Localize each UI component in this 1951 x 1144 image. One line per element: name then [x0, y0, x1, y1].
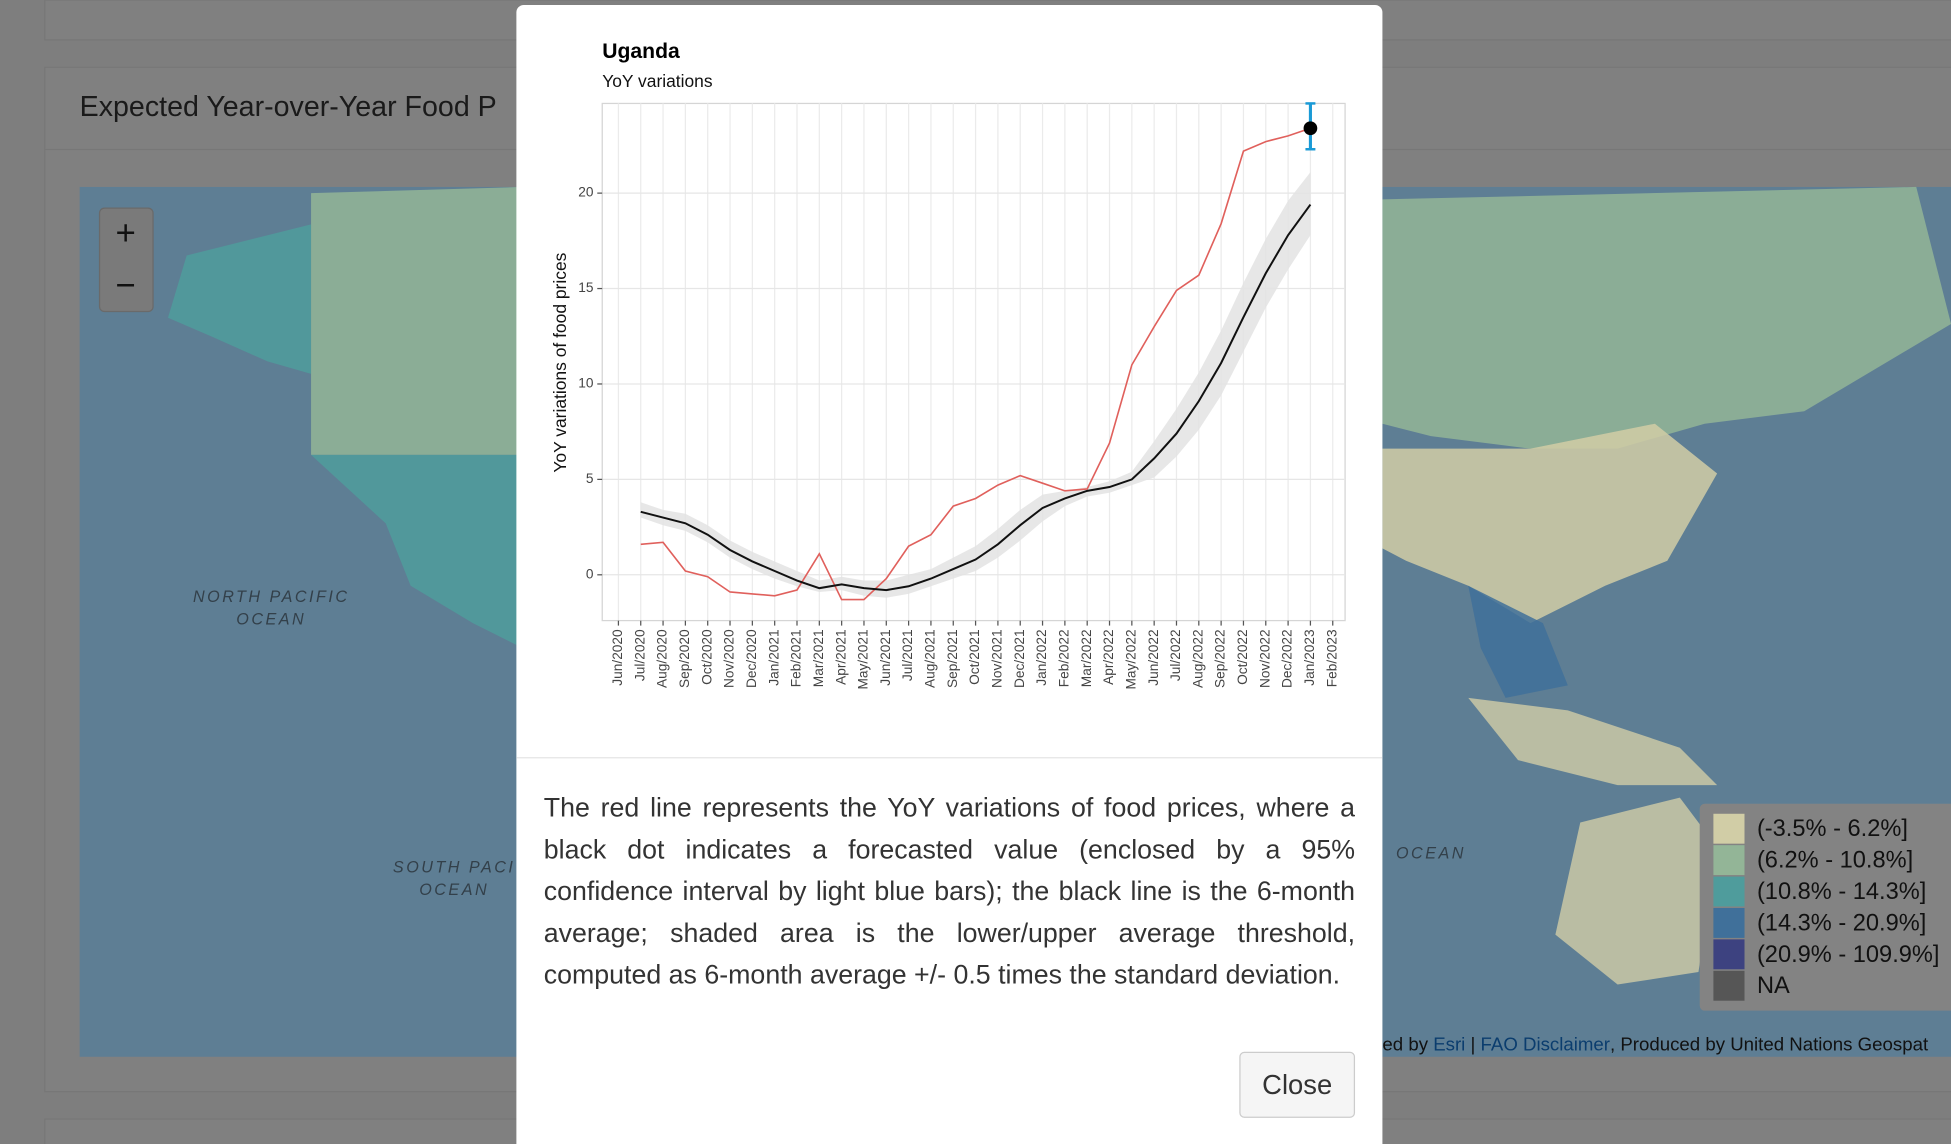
series-line — [640, 203, 1312, 592]
x-tick-label: Oct/2020 — [699, 629, 714, 685]
x-tick-label: Jun/2020 — [610, 629, 625, 686]
y-tick-label: 20 — [578, 185, 594, 200]
y-tick-label: 10 — [578, 376, 594, 391]
legend-label: (20.9% - 109.9%] — [1757, 942, 1940, 968]
legend-swatch — [1713, 970, 1745, 1001]
x-tick-label: Oct/2021 — [967, 629, 982, 685]
y-tick-label: 0 — [586, 566, 594, 581]
x-tick-label: Mar/2022 — [1079, 629, 1094, 687]
x-tick-label: Feb/2022 — [1056, 629, 1071, 687]
modal-description: The red line represents the YoY variatio… — [543, 792, 1356, 990]
x-tick-label: Aug/2020 — [655, 629, 670, 688]
map-label: OCEAN — [419, 881, 489, 899]
x-tick-label: Dec/2020 — [744, 629, 759, 688]
legend-swatch — [1713, 939, 1745, 970]
land — [1555, 797, 1718, 985]
map-legend — [1699, 803, 1951, 1011]
legend-label: (14.3% - 20.9%] — [1757, 910, 1926, 936]
x-tick-label: Sep/2022 — [1213, 629, 1228, 688]
land — [1382, 423, 1718, 624]
attribution-text: | — [1465, 1034, 1480, 1055]
x-tick-label: Aug/2022 — [1190, 629, 1205, 688]
y-axis-label: YoY variations of food prices — [550, 252, 570, 472]
x-tick-label: Mar/2021 — [811, 629, 826, 687]
attribution-text: , Produced by United Nations Geospat — [1610, 1034, 1929, 1055]
x-tick-label: Jan/2021 — [766, 629, 781, 685]
x-tick-label: Jul/2022 — [1168, 629, 1183, 681]
attribution-text: ed by — [1382, 1034, 1433, 1055]
map-label: SOUTH PACI — [393, 858, 515, 876]
y-tick-label: 15 — [578, 280, 594, 295]
chart-subtitle: YoY variations — [602, 71, 713, 91]
land — [311, 186, 523, 455]
x-tick-label: Nov/2021 — [990, 629, 1005, 688]
y-tick-label: 5 — [586, 471, 594, 486]
attribution-link[interactable]: FAO Disclaimer — [1481, 1034, 1610, 1055]
zoom-control — [98, 207, 154, 313]
land — [167, 224, 312, 374]
legend-label: (-3.5% - 6.2%] — [1757, 816, 1908, 842]
land — [1382, 186, 1951, 449]
series-line — [640, 127, 1311, 601]
x-tick-label: Nov/2020 — [722, 629, 737, 688]
land — [311, 454, 523, 649]
x-tick-label: Jan/2023 — [1302, 629, 1317, 686]
x-tick-label: Dec/2021 — [1012, 629, 1027, 688]
legend-swatch — [1713, 813, 1745, 844]
map-label: OCEAN — [1396, 845, 1466, 863]
legend-label: (10.8% - 14.3%] — [1757, 879, 1926, 905]
x-tick-label: Sep/2020 — [677, 629, 692, 688]
legend-swatch — [1713, 907, 1745, 938]
x-tick-label: Jul/2021 — [900, 629, 915, 681]
x-tick-label: Nov/2022 — [1257, 629, 1272, 688]
attribution-link[interactable]: Esri — [1433, 1034, 1465, 1055]
x-tick-label: Aug/2021 — [923, 629, 938, 688]
x-tick-label: Jul/2020 — [632, 629, 647, 681]
map-label: OCEAN — [236, 610, 306, 628]
x-tick-label: Apr/2021 — [833, 629, 848, 685]
map-label: NORTH PACIFIC — [193, 588, 350, 606]
legend-swatch — [1713, 876, 1745, 907]
forecast-point — [1303, 121, 1318, 136]
x-tick-label: Feb/2023 — [1324, 629, 1339, 687]
x-tick-label: Jun/2022 — [1146, 629, 1161, 685]
legend-label: NA — [1757, 973, 1790, 999]
legend-label: (6.2% - 10.8%] — [1757, 848, 1913, 874]
legend-items: (-3.5% - 6.2%] (6.2% - 10.8%] (10.8% - 14.… — [1713, 813, 1940, 1001]
chart: Uganda YoY variations YoY variations of … — [550, 40, 1346, 690]
zoom-out[interactable]: − — [116, 266, 136, 305]
land — [1468, 585, 1568, 698]
zoom-in[interactable]: + — [116, 214, 136, 253]
x-tick-label: Sep/2021 — [945, 629, 960, 688]
x-tick-label: Dec/2022 — [1280, 629, 1295, 688]
x-tick-label: Apr/2022 — [1101, 629, 1116, 685]
attribution: ed by Esri | FAO Disclaimer, Produced by… — [1382, 1034, 1929, 1055]
x-tick-label: Feb/2021 — [789, 629, 804, 687]
x-tick-label: Oct/2022 — [1235, 629, 1250, 685]
x-tick-label: May/2021 — [856, 629, 871, 689]
close-button[interactable]: Close — [1239, 1051, 1356, 1118]
x-tick-label: Jan/2022 — [1034, 629, 1049, 685]
legend-swatch — [1713, 845, 1745, 876]
x-tick-label: Jun/2021 — [878, 629, 893, 685]
panel-title: Expected Year-over-Year Food P — [80, 91, 497, 123]
land — [1468, 697, 1718, 786]
x-tick-label: May/2022 — [1123, 629, 1138, 689]
chart-title: Uganda — [602, 40, 680, 63]
